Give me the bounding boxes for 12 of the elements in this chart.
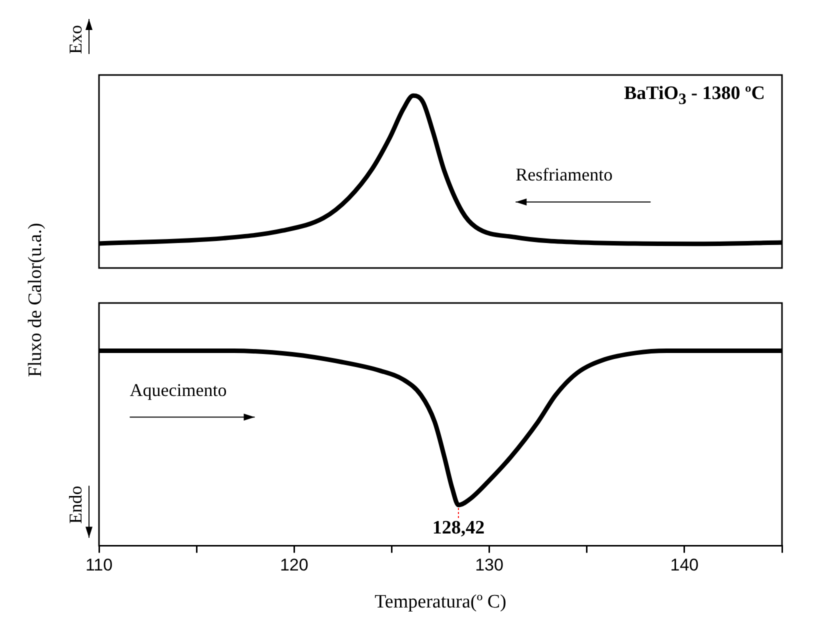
x-tick-label: 140	[670, 556, 699, 575]
x-tick-label: 120	[280, 556, 308, 575]
annotation: 128,42	[432, 517, 485, 538]
y-axis-title: Fluxo de Calor(u.a.)	[25, 222, 47, 378]
annotation: Aquecimento	[130, 380, 227, 400]
chart-title: BaTiO$_{3}$ - 1380 ºC	[624, 83, 765, 109]
x-axis-title: Temperatura(º C)	[374, 592, 506, 613]
x-tick-label: 130	[475, 556, 504, 575]
text: Exo	[66, 25, 86, 54]
x-tick-label: 110	[85, 556, 113, 575]
text: Endo	[66, 486, 86, 524]
annotation: Resfriamento	[516, 164, 613, 185]
